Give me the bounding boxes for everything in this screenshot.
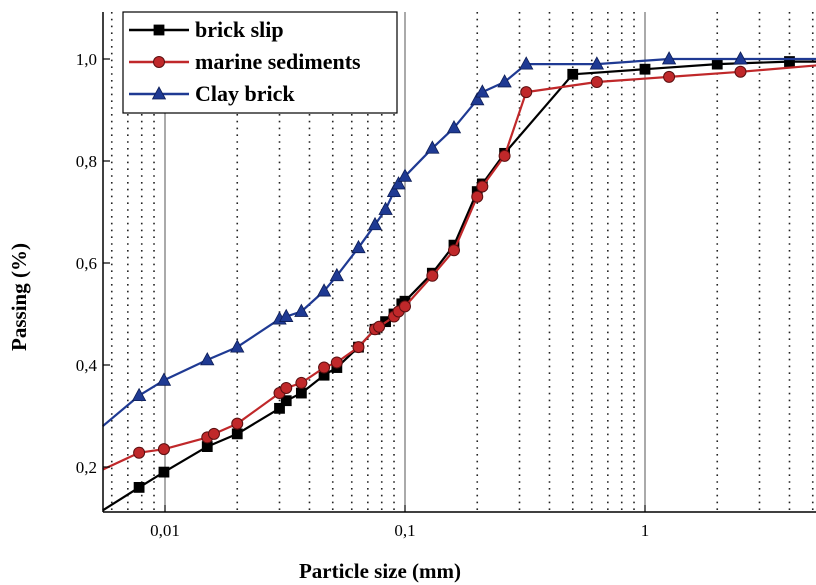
legend-label: Clay brick: [195, 81, 295, 106]
legend-marker: [153, 56, 165, 68]
data-point: [391, 176, 406, 190]
data-point: [519, 56, 534, 70]
legend-marker: [153, 24, 165, 36]
data-point: [497, 74, 512, 88]
data-point: [378, 201, 393, 215]
data-point: [367, 216, 383, 231]
data-point: [352, 341, 365, 354]
y-tick-label: 0,4: [76, 356, 98, 375]
y-tick-label: 1,0: [76, 50, 97, 69]
data-point: [589, 56, 605, 70]
data-point: [318, 361, 331, 374]
data-point: [158, 466, 170, 478]
data-point: [734, 65, 747, 78]
data-point: [446, 120, 462, 134]
data-point: [231, 428, 243, 440]
data-point: [399, 300, 411, 313]
data-point: [784, 56, 795, 67]
data-point: [470, 91, 485, 106]
data-point: [498, 149, 511, 162]
data-point: [661, 51, 677, 65]
data-point: [280, 395, 292, 407]
x-tick-label: 1: [641, 521, 650, 540]
data-point: [207, 427, 220, 440]
data-point: [133, 481, 145, 493]
data-point: [386, 183, 402, 198]
legend-label: brick slip: [195, 17, 284, 42]
data-point: [711, 58, 723, 70]
y-tick-label: 0,6: [76, 254, 97, 273]
data-point: [475, 84, 490, 98]
y-axis-title: Passing (%): [7, 243, 31, 351]
data-point: [295, 376, 308, 389]
data-point: [131, 387, 147, 402]
data-point: [157, 443, 170, 456]
legend: brick slip marine sediments Clay brick: [122, 11, 398, 114]
data-point: [351, 239, 366, 254]
legend-entry: marine sediments: [129, 49, 361, 74]
data-point: [663, 70, 676, 83]
data-point: [329, 267, 345, 282]
data-point: [133, 446, 146, 459]
y-tick-label: 0,2: [76, 458, 97, 477]
data-point: [280, 381, 293, 394]
x-tick-label: 0,01: [150, 521, 180, 540]
data-point: [397, 168, 413, 182]
legend-entry: brick slip: [129, 17, 284, 42]
axes: [102, 12, 816, 513]
data-point: [295, 387, 307, 399]
data-point: [476, 180, 489, 193]
data-point: [733, 51, 748, 65]
data-point: [447, 244, 460, 257]
legend-label: marine sediments: [195, 49, 361, 74]
data-point: [200, 352, 215, 366]
series-clay-brick: [101, 51, 816, 428]
data-point: [230, 339, 245, 353]
data-point: [316, 283, 332, 297]
data-point: [471, 190, 484, 203]
series-layer: [101, 51, 816, 512]
tick-labels: 0,2 0,4 0,6 0,8 1,0 0,01 0,1 1: [76, 50, 650, 540]
legend-marker: [151, 86, 167, 100]
data-point: [231, 417, 244, 430]
series-marine-sediments: [102, 64, 816, 471]
data-point: [373, 320, 386, 333]
data-point: [639, 63, 651, 75]
data-point: [279, 308, 294, 322]
data-point: [330, 356, 343, 369]
data-point: [294, 303, 309, 317]
data-point: [567, 68, 579, 80]
data-point: [425, 140, 440, 154]
data-point: [426, 269, 439, 282]
series-line: [102, 64, 816, 471]
x-axis-title: Particle size (mm): [299, 559, 461, 583]
legend-entry: Clay brick: [129, 81, 295, 106]
x-tick-label: 0,1: [394, 521, 415, 540]
data-point: [590, 75, 603, 88]
data-point: [156, 372, 172, 386]
y-tick-label: 0,8: [76, 152, 97, 171]
data-point: [274, 402, 285, 414]
data-point: [520, 86, 533, 99]
